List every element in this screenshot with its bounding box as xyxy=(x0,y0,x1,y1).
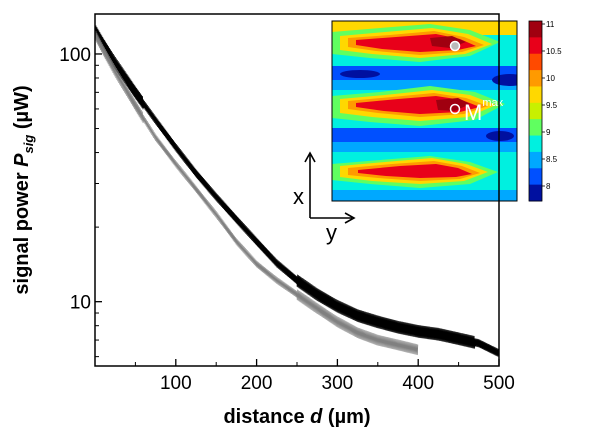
colorbar-segment xyxy=(529,53,542,71)
colorbar-segment xyxy=(529,37,542,55)
x-tick-label-500: 500 xyxy=(483,373,515,394)
colorbar-segment xyxy=(529,102,542,120)
colorbar-segment xyxy=(529,119,542,137)
colorbar-tick-label: 10 xyxy=(546,74,555,83)
colorbar-tick-label: 8.5 xyxy=(546,155,558,164)
colorbar xyxy=(529,21,542,202)
marker-top xyxy=(449,40,461,52)
inset-y-label: y xyxy=(326,220,337,245)
series-line-1 xyxy=(95,24,499,357)
inset-x-label: x xyxy=(293,184,304,209)
x-tick-label-200: 200 xyxy=(241,373,273,394)
y-tick-label-100: 100 xyxy=(59,45,91,66)
series-layer xyxy=(95,24,499,357)
inset-axes xyxy=(304,151,356,224)
colorbar-segment xyxy=(529,135,542,153)
colorbar-tick-label: 9 xyxy=(546,128,551,137)
colorbar-segment xyxy=(529,151,542,169)
colorbar-segment xyxy=(529,168,542,186)
colorbar-tick-label: 11 xyxy=(546,20,555,29)
y-axis-title: signal power Psig (µW) xyxy=(11,85,36,294)
colorbar-ticks: 11 10.5 10 9.5 9 8.5 8 xyxy=(542,20,562,191)
colorbar-segment xyxy=(529,184,542,202)
colorbar-segment xyxy=(529,21,542,38)
series-line-2 xyxy=(95,29,419,356)
colorbar-tick-label: 9.5 xyxy=(546,101,558,110)
y-tick-label-10: 10 xyxy=(70,293,91,314)
colorbar-tick-label: 10.5 xyxy=(546,47,562,56)
marker-max xyxy=(449,103,461,115)
heatmap-contours xyxy=(332,21,517,201)
x-tick-label-400: 400 xyxy=(402,373,434,394)
colorbar-segment xyxy=(529,86,542,104)
x-axis-title: distance d (µm) xyxy=(223,406,370,428)
colorbar-tick-label: 8 xyxy=(546,182,551,191)
x-tick-label-100: 100 xyxy=(160,373,192,394)
x-tick-label-300: 300 xyxy=(322,373,354,394)
axis-ticks: 100 200 300 400 500 10 100 xyxy=(59,45,515,394)
colorbar-segment xyxy=(529,70,542,87)
